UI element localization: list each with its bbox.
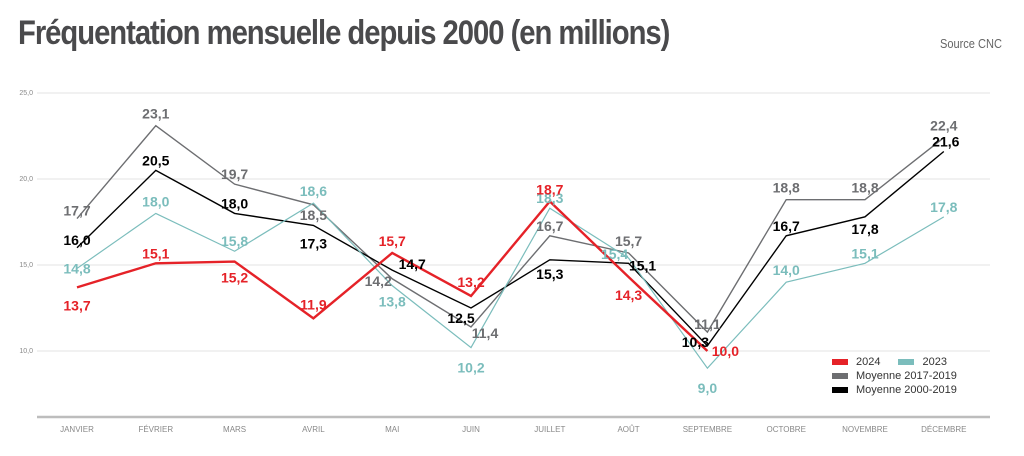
data-label: 10,3 — [682, 334, 709, 350]
data-label: 13,8 — [379, 294, 406, 310]
data-label: 18,6 — [300, 183, 327, 199]
series-lines — [76, 124, 945, 370]
data-label: 12,5 — [447, 310, 474, 326]
data-label: 15,1 — [851, 245, 878, 261]
data-label: 18,3 — [536, 190, 563, 206]
data-label: 18,8 — [773, 180, 800, 196]
data-labels: 17,7 23,1 19,7 18,5 14,2 11,4 16,7 15,7 11,1 18,8… — [63, 106, 959, 397]
x-tick-label: DÉCEMBRE — [921, 425, 966, 434]
series-line-moyenne-2017-2019 — [76, 124, 945, 334]
legend-item-2024: 2024 — [832, 356, 880, 368]
x-tick-label: MARS — [223, 425, 246, 434]
data-label: 15,7 — [615, 233, 642, 249]
data-label: 15,4 — [601, 246, 628, 262]
data-label: 10,0 — [712, 343, 739, 359]
data-label: 18,0 — [142, 193, 169, 209]
data-label: 14,8 — [63, 260, 90, 276]
data-label: 22,4 — [930, 118, 957, 134]
data-label: 15,7 — [379, 233, 406, 249]
data-label: 17,8 — [851, 221, 878, 237]
data-label: 18,5 — [300, 207, 327, 223]
series-line-2023 — [76, 202, 945, 370]
data-label: 11,9 — [300, 296, 327, 312]
data-label: 11,4 — [472, 325, 499, 341]
legend-label-2024: 2024 — [856, 356, 881, 368]
data-label: 18,0 — [221, 195, 248, 211]
data-label: 17,7 — [63, 203, 90, 219]
x-tick-label: AOÛT — [617, 425, 639, 434]
data-label: 17,3 — [300, 235, 327, 251]
legend-swatch-moyenne-2000-2019 — [832, 387, 848, 393]
legend-swatch-2024 — [832, 359, 848, 365]
x-tick-label: JANVIER — [60, 425, 94, 434]
y-axis-ticks: 10,0 15,0 20,0 25,0 — [19, 90, 33, 355]
data-label: 15,8 — [221, 233, 248, 249]
series-line-2024 — [76, 199, 709, 352]
legend-label-moyenne-2000-2019: Moyenne 2000-2019 — [856, 384, 957, 396]
data-label: 14,7 — [399, 256, 426, 272]
chart-title: Fréquentation mensuelle depuis 2000 (en … — [18, 14, 670, 52]
gridlines — [37, 92, 990, 419]
legend-row-3: Moyenne 2000-2019 — [832, 383, 975, 397]
series-line-moyenne-2000-2019 — [76, 150, 945, 347]
y-tick-label: 25,0 — [19, 90, 33, 97]
legend-label-2023: 2023 — [922, 356, 947, 368]
data-label: 20,5 — [142, 152, 169, 168]
data-label: 16,7 — [536, 218, 563, 234]
x-tick-label: MAI — [385, 425, 399, 434]
data-label: 18,8 — [851, 180, 878, 196]
legend-item-moyenne-2017-2019: Moyenne 2017-2019 — [832, 370, 957, 382]
data-label: 13,2 — [457, 274, 484, 290]
data-label: 15,1 — [142, 245, 169, 261]
data-label: 15,2 — [221, 270, 248, 286]
data-label: 18,7 — [536, 181, 563, 197]
data-label: 15,3 — [536, 266, 563, 282]
data-label: 16,0 — [63, 232, 90, 248]
data-label: 13,7 — [63, 297, 90, 313]
data-label: 17,8 — [930, 199, 957, 215]
x-tick-label: NOVEMBRE — [842, 425, 888, 434]
y-tick-label: 20,0 — [19, 176, 33, 183]
data-label: 14,2 — [365, 273, 392, 289]
data-label: 9,0 — [698, 380, 718, 396]
legend-swatch-moyenne-2017-2019 — [832, 373, 848, 379]
x-tick-label: OCTOBRE — [766, 425, 805, 434]
data-label: 16,7 — [773, 218, 800, 234]
data-label: 21,6 — [932, 133, 959, 149]
x-axis-ticks: JANVIER FÉVRIER MARS AVRIL MAI JUIN JUILLET AOÛ… — [60, 425, 966, 434]
data-label: 19,7 — [221, 166, 248, 182]
y-tick-label: 10,0 — [19, 348, 33, 355]
legend-swatch-2023 — [898, 359, 915, 365]
data-label: 14,3 — [615, 287, 642, 303]
data-label: 15,1 — [629, 257, 656, 273]
y-tick-label: 15,0 — [19, 262, 33, 269]
legend-row-1: 2024 2023 — [832, 355, 975, 369]
data-label: 14,0 — [773, 262, 800, 278]
data-label: 23,1 — [142, 106, 169, 122]
legend-label-moyenne-2017-2019: Moyenne 2017-2019 — [856, 370, 957, 382]
source-credit: Source CNC — [939, 36, 1002, 51]
legend-row-2: Moyenne 2017-2019 — [832, 369, 975, 383]
x-tick-label: JUILLET — [534, 425, 565, 434]
x-tick-label: JUIN — [462, 425, 480, 434]
x-tick-label: SEPTEMBRE — [683, 425, 732, 434]
legend: 2024 2023 Moyenne 2017-2019 Moyenne 2000… — [832, 355, 975, 397]
data-label: 10,2 — [457, 360, 484, 376]
x-tick-label: AVRIL — [302, 425, 325, 434]
x-tick-label: FÉVRIER — [138, 425, 173, 434]
legend-item-moyenne-2000-2019: Moyenne 2000-2019 — [832, 384, 957, 396]
legend-item-2023: 2023 — [898, 356, 947, 368]
data-label: 11,1 — [694, 316, 721, 332]
